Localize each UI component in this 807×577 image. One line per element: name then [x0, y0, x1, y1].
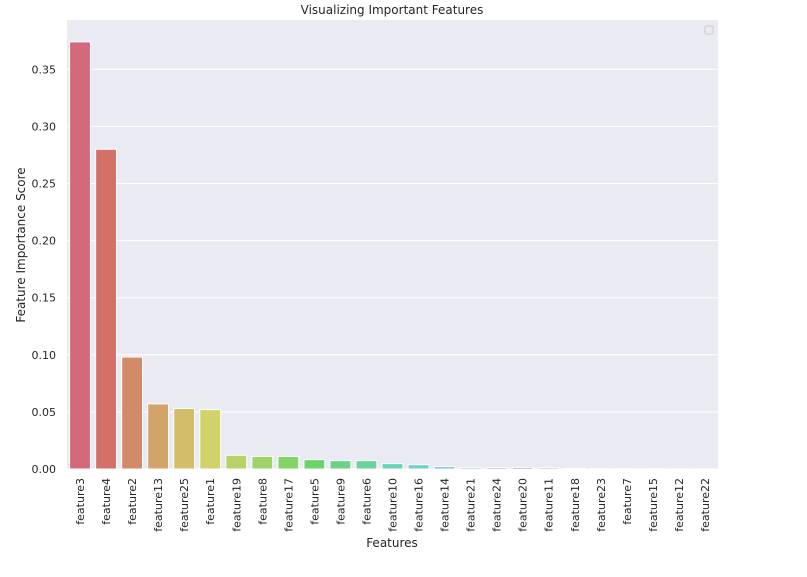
x-tick-label: feature24: [491, 478, 504, 532]
x-tick-label: feature4: [100, 478, 113, 525]
x-tick-label: feature22: [699, 478, 712, 532]
y-tick-label: 0.05: [32, 406, 57, 419]
y-tick-label: 0.35: [32, 63, 57, 76]
x-tick-label: feature3: [74, 478, 87, 525]
bar-feature19: [225, 454, 248, 470]
bar-feature23: [589, 468, 612, 470]
bar-feature18: [563, 467, 586, 470]
x-tick-label: feature17: [282, 478, 295, 532]
x-tick-label: feature11: [543, 478, 556, 532]
x-tick-label: feature1: [204, 478, 217, 525]
x-tick-label: feature7: [621, 478, 634, 525]
x-tick-label: feature15: [647, 478, 660, 532]
x-tick-label: feature21: [465, 478, 478, 532]
x-tick-label: feature2: [126, 478, 139, 525]
y-axis-label: Feature Importance Score: [14, 167, 28, 322]
y-tick-label: 0.15: [32, 292, 57, 305]
bar-feature24: [485, 467, 508, 470]
y-tick-label: 0.20: [32, 235, 57, 248]
bar-feature1: [199, 409, 222, 470]
x-tick-label: feature10: [387, 478, 400, 532]
bar-feature21: [459, 467, 482, 470]
y-tick-label: 0.25: [32, 178, 57, 191]
plot-area: [67, 20, 718, 469]
x-axis-label: Features: [366, 536, 418, 550]
bar-feature4: [95, 148, 117, 470]
x-tick-label: feature20: [517, 478, 530, 532]
x-tick-label: feature12: [673, 478, 686, 532]
x-tick-label: feature19: [230, 478, 243, 532]
bar-feature6: [355, 460, 378, 470]
x-tick-label: feature6: [360, 478, 373, 525]
y-tick-label: 0.00: [32, 463, 57, 476]
bar-feature12: [668, 468, 690, 470]
bar-feature16: [407, 464, 430, 470]
bar-feature13: [147, 403, 170, 470]
x-tick-label: feature16: [413, 478, 426, 532]
x-tick-label: feature25: [178, 478, 191, 532]
bar-feature14: [433, 466, 456, 470]
bar-feature2: [121, 356, 144, 470]
y-tick-label: 0.30: [32, 120, 57, 133]
x-tick-label: feature14: [439, 478, 452, 532]
bar-feature7: [615, 468, 638, 470]
x-tick-label: feature18: [569, 478, 582, 532]
bar-feature11: [537, 467, 560, 470]
bar-feature9: [329, 460, 352, 470]
chart-title: Visualizing Important Features: [301, 3, 484, 17]
y-tick-label: 0.10: [32, 349, 57, 362]
bar-feature10: [381, 463, 404, 470]
bar-feature15: [641, 468, 664, 470]
x-tick-label: feature23: [595, 478, 608, 532]
x-tick-label: feature8: [256, 478, 269, 525]
bar-feature5: [303, 459, 326, 470]
bar-feature20: [511, 467, 534, 470]
bar-feature25: [173, 407, 196, 470]
x-tick-label: feature5: [308, 478, 321, 525]
bar-feature17: [277, 455, 300, 470]
bar-feature3: [69, 41, 91, 470]
x-tick-label: feature9: [334, 478, 347, 525]
legend-box: [704, 25, 714, 35]
bar-feature8: [251, 455, 274, 470]
bar-feature22: [694, 468, 716, 470]
x-tick-label: feature13: [152, 478, 165, 532]
